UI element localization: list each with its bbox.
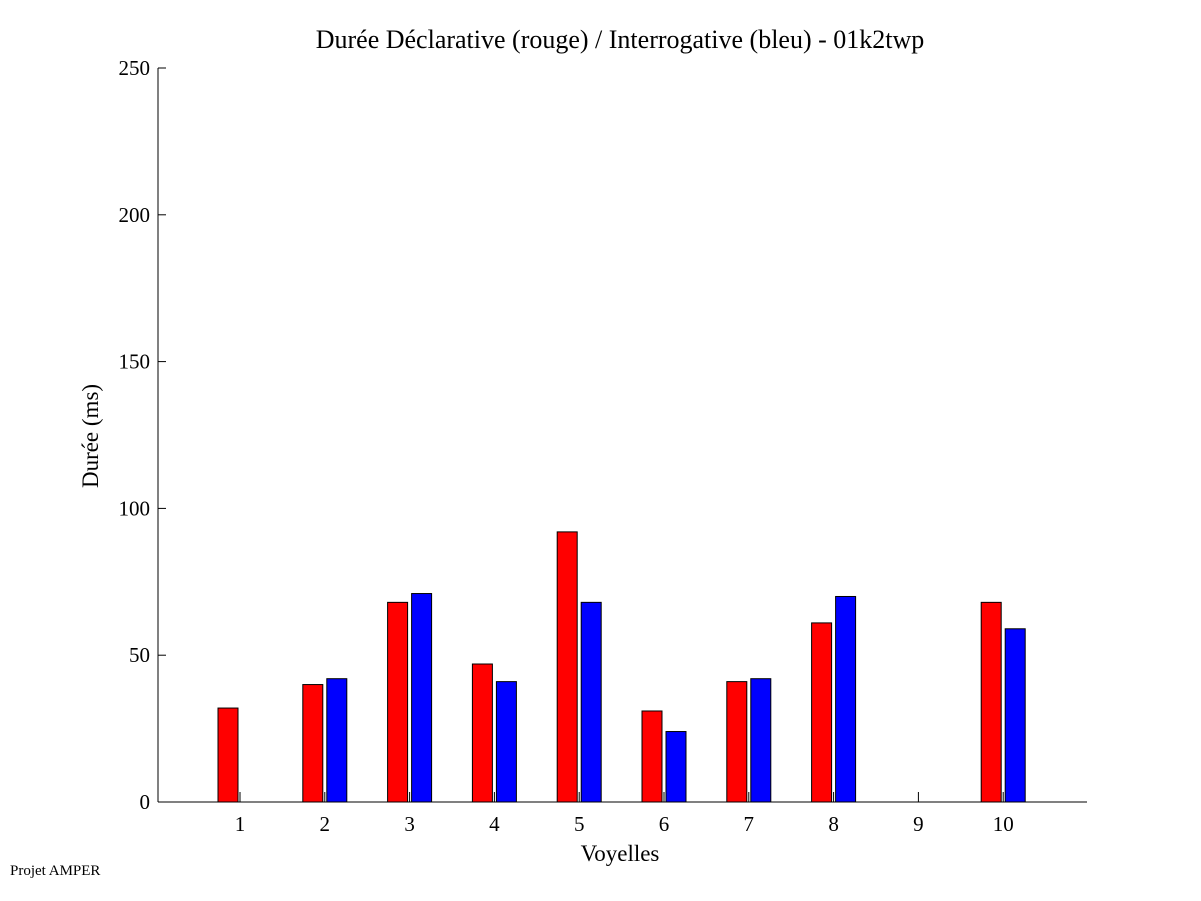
credit-label: Projet AMPER: [10, 863, 101, 879]
bar-series2-7: [750, 678, 772, 803]
x-tick-label-6: 6: [659, 812, 670, 836]
bar-series1-7: [726, 681, 748, 803]
bar-series2-2: [326, 678, 348, 803]
x-tick-label-1: 1: [235, 812, 246, 836]
x-tick-label-4: 4: [489, 812, 500, 836]
y-tick-label-100: 100: [119, 496, 151, 520]
y-tick-label-0: 0: [140, 790, 151, 814]
y-tick-label-50: 50: [129, 643, 150, 667]
x-tick-label-8: 8: [828, 812, 839, 836]
y-axis-label: Durée (ms): [78, 384, 103, 488]
bar-series2-4: [495, 681, 517, 803]
bar-series2-8: [835, 595, 857, 803]
x-tick-label-9: 9: [913, 812, 924, 836]
bar-series1-1: [217, 707, 239, 803]
bar-series2-5: [580, 601, 602, 803]
bar-series1-4: [471, 663, 493, 803]
x-axis-label: Voyelles: [581, 841, 660, 866]
axes-layer: [157, 68, 1087, 803]
bar-series1-6: [641, 710, 663, 803]
bar-series1-5: [556, 531, 578, 803]
bar-series1-2: [302, 684, 324, 803]
y-tick-label-200: 200: [119, 203, 151, 227]
x-tick-label-5: 5: [574, 812, 585, 836]
bar-series1-8: [811, 622, 833, 803]
y-tick-label-250: 250: [119, 56, 151, 80]
bar-series2-3: [411, 593, 433, 803]
bar-series1-10: [980, 601, 1002, 803]
bar-series1-3: [387, 601, 409, 803]
bar-series2-10: [1004, 628, 1026, 803]
x-tick-label-10: 10: [993, 812, 1014, 836]
y-tick-label-150: 150: [119, 350, 151, 374]
bars-layer: [217, 531, 1026, 803]
ticks-layer: 0 50 100 150 200 250 1 2 3 4 5 6 7 8 9 10: [119, 56, 1014, 836]
x-tick-label-7: 7: [744, 812, 755, 836]
x-tick-label-2: 2: [320, 812, 331, 836]
x-tick-label-3: 3: [404, 812, 415, 836]
bar-series2-6: [665, 731, 687, 803]
chart-title: Durée Déclarative (rouge) / Interrogativ…: [316, 25, 925, 54]
